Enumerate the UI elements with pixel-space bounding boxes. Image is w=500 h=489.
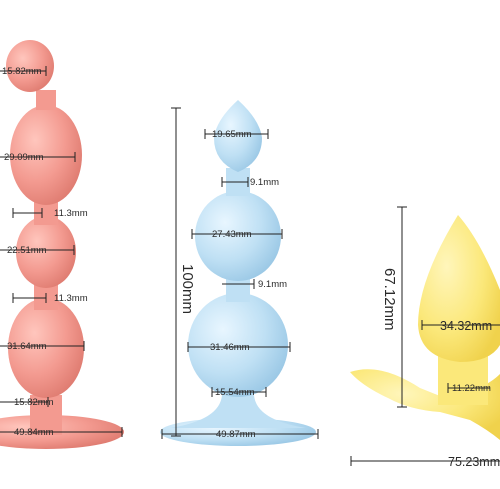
yellow-head (418, 215, 500, 362)
yellow-dimension-lines (350, 206, 500, 466)
pink-label: 29.09mm (4, 152, 44, 163)
pink-dimension-lines (0, 66, 123, 437)
blue-label: 49.87mm (216, 429, 256, 440)
blue-dimension-lines (161, 107, 319, 439)
blue-bead-3 (188, 293, 288, 397)
blue-label: 27.43mm (212, 229, 252, 240)
blue-beads-toy (160, 100, 316, 446)
pink-bead-3 (16, 216, 76, 288)
pink-label: 11.3mm (54, 208, 88, 219)
blue-bead-2 (195, 191, 281, 281)
pink-label: 15.82mm (2, 66, 42, 77)
blue-label: 15.54mm (215, 387, 255, 398)
pink-dimension-labels: 15.82mm 29.09mm 11.3mm 22.51mm 11.3mm 31… (2, 66, 88, 438)
pink-label: 22.51mm (7, 245, 47, 256)
pink-label: 49.84mm (14, 427, 54, 438)
blue-label: 19.65mm (212, 129, 252, 140)
yellow-label: 11.22mm (452, 383, 491, 394)
yellow-height-label: 67.12mm (381, 268, 398, 331)
blue-tip (214, 100, 262, 172)
yellow-dimension-labels: 67.12mm 34.32mm 11.22mm 75.23mm (381, 268, 500, 469)
pink-neck-top (36, 90, 56, 110)
blue-base-flare (170, 395, 306, 428)
yellow-label: 75.23mm (448, 455, 500, 469)
blue-label: 31.46mm (210, 342, 250, 353)
blue-dimension-labels: 100mm 19.65mm 9.1mm 27.43mm 9.1mm 31.46m… (179, 129, 287, 440)
pink-label: 11.3mm (54, 293, 88, 304)
pink-bead-1 (6, 40, 54, 92)
blue-height-label: 100mm (179, 264, 196, 314)
pink-label: 15.82mm (14, 397, 54, 408)
yellow-base-wings (350, 369, 500, 440)
yellow-label: 34.32mm (440, 319, 492, 333)
pink-bead-4 (8, 298, 84, 398)
pink-label: 31.64mm (7, 341, 47, 352)
blue-label: 9.1mm (258, 279, 287, 290)
blue-label: 9.1mm (250, 177, 279, 188)
pink-beads-toy (0, 40, 124, 449)
pink-bead-2 (10, 105, 82, 205)
